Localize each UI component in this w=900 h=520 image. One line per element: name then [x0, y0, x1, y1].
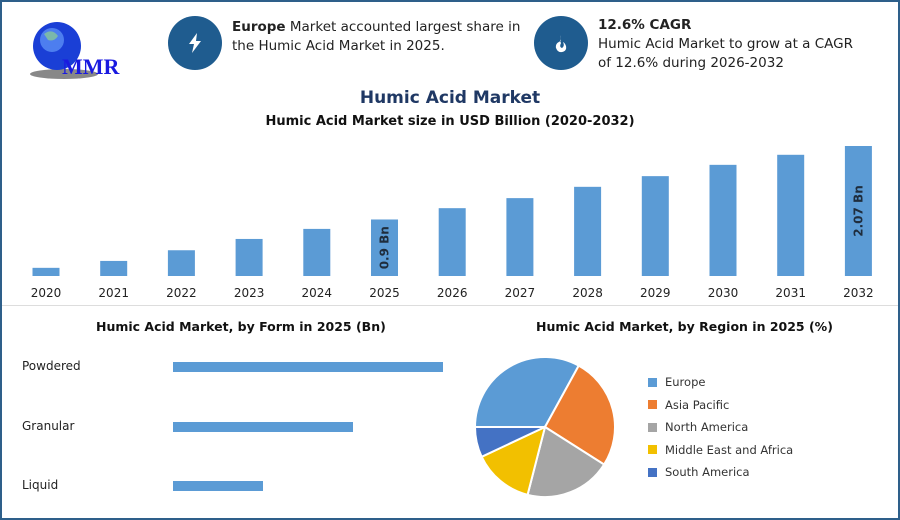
legend-label: Middle East and Africa — [665, 442, 794, 457]
flame-drop-icon — [534, 16, 588, 70]
x-tick-label: 2028 — [572, 286, 603, 300]
x-tick-label: 2024 — [302, 286, 333, 300]
x-tick-label: 2030 — [708, 286, 739, 300]
pie-slice-middle-east-and-africa — [480, 425, 547, 497]
legend-label: South America — [665, 465, 750, 479]
info-bold: Europe — [232, 19, 286, 35]
pie-slice-europe — [473, 357, 581, 428]
info-card-cagr: 12.6% CAGR Humic Acid Market to grow at a… — [598, 16, 868, 73]
market-size-bar-chart: 2020 2021 2022 2023 2024 2025 0.9 Bn 2026 2027 20… — [31, 146, 874, 300]
form-label: Powdered — [22, 359, 81, 373]
info-text: Market accounted largest share in the Hu… — [232, 19, 521, 54]
legend-item: North America — [648, 420, 748, 434]
region-chart-title: Humic Acid Market, by Region in 2025 (%) — [536, 319, 833, 334]
legend-label: Europe — [665, 375, 706, 389]
bar-2032 — [844, 146, 872, 276]
form-bar-granular — [173, 422, 353, 432]
legend-label: Asia Pacific — [665, 397, 730, 412]
legend-item: Middle East and Africa — [648, 443, 793, 457]
info-bold: 12.6% CAGR — [598, 17, 692, 33]
divider — [2, 305, 898, 306]
bar-data-label: 0.9 Bn — [378, 226, 392, 269]
mmr-logo: MMR — [22, 14, 142, 79]
bar-2025 — [371, 219, 398, 276]
main-title: Humic Acid Market — [359, 88, 541, 108]
legend-swatch — [648, 445, 657, 454]
x-tick-label: 2025 — [369, 286, 400, 300]
legend-swatch — [648, 377, 657, 387]
info-text: Humic Acid Market to grow at a CAGR of 1… — [598, 36, 853, 71]
legend-swatch — [648, 422, 657, 432]
form-label: Granular — [22, 419, 75, 433]
x-tick-label: 2020 — [31, 286, 62, 300]
x-tick-label: 2023 — [234, 286, 265, 300]
legend-item: Europe — [648, 375, 705, 389]
form-label: Liquid — [22, 478, 59, 492]
bar-2026 — [438, 208, 466, 276]
bar-2031 — [777, 154, 805, 276]
x-tick-label: 2031 — [775, 286, 806, 300]
bar-2024 — [303, 228, 331, 276]
bar-2020 — [32, 267, 60, 276]
bar-2021 — [100, 260, 128, 276]
x-tick-label: 2021 — [98, 286, 129, 300]
info-card-europe: Europe Market accounted largest share in… — [232, 18, 522, 56]
legend-item: South America — [648, 465, 750, 479]
x-tick-label: 2029 — [640, 286, 671, 300]
bar-2022 — [167, 250, 195, 276]
lightning-icon — [168, 16, 222, 70]
x-tick-label: 2027 — [505, 286, 536, 300]
bar-2030 — [709, 164, 737, 276]
bar-2023 — [235, 238, 263, 276]
globe-logo-icon: MMR — [30, 22, 121, 79]
x-tick-label: 2026 — [437, 286, 468, 300]
legend-swatch — [648, 467, 657, 477]
logo-text: MMR — [62, 54, 121, 79]
x-tick-label: 2022 — [166, 286, 197, 300]
bar-data-label: 2.07 Bn — [851, 185, 865, 236]
bar-2027 — [506, 198, 534, 276]
form-bar-powdered — [173, 362, 443, 372]
legend-item: Asia Pacific — [648, 398, 729, 412]
x-tick-label: 2032 — [843, 286, 874, 300]
bar-chart-title: Humic Acid Market size in USD Billion (2… — [265, 114, 635, 129]
bar-2029 — [641, 176, 669, 276]
pie-slice-south-america — [473, 426, 546, 459]
form-bar-liquid — [173, 481, 263, 491]
form-chart-title: Humic Acid Market, by Form in 2025 (Bn) — [96, 319, 386, 334]
legend-label: North America — [665, 420, 749, 434]
pie-slice-asia-pacific — [543, 364, 616, 466]
bar-2028 — [574, 186, 602, 276]
pie-slice-north-america — [526, 425, 606, 497]
region-pie-chart — [473, 357, 616, 497]
legend-swatch — [648, 400, 657, 409]
